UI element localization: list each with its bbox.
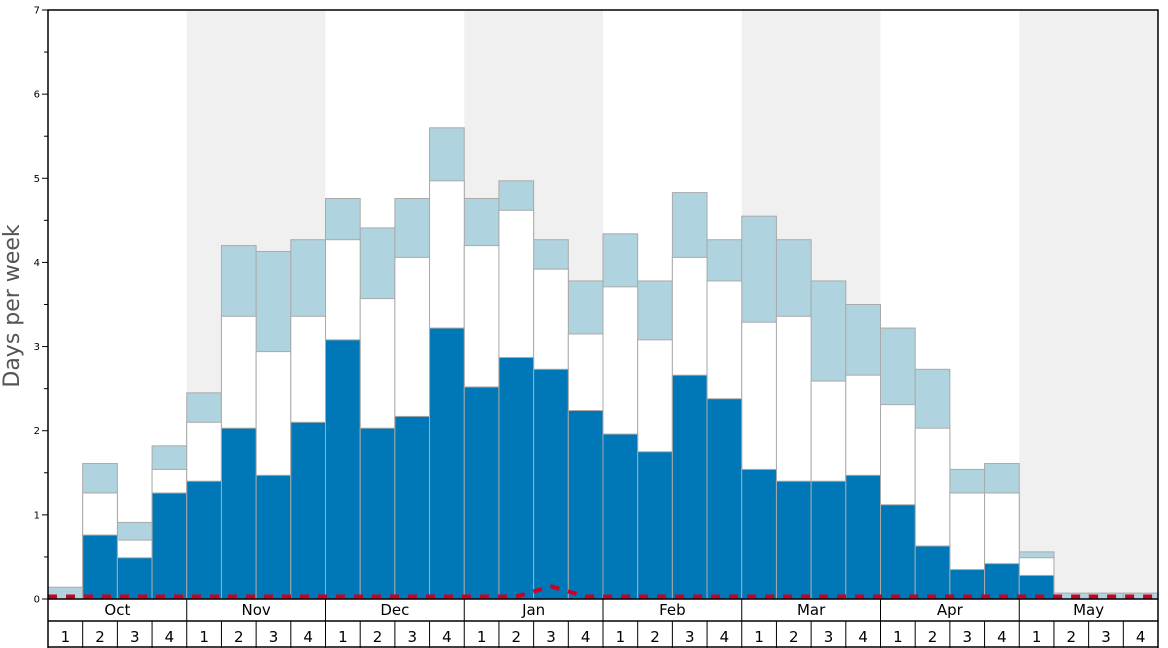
bar-low xyxy=(984,563,1020,600)
bar-low xyxy=(706,398,743,600)
month-label: Oct xyxy=(104,601,130,619)
week-label: 1 xyxy=(754,628,764,646)
month-shade xyxy=(1019,10,1158,599)
week-label: 3 xyxy=(269,628,279,646)
month-label: Feb xyxy=(659,601,686,619)
dashed-line-layer xyxy=(48,584,1158,599)
bar-low xyxy=(671,374,708,600)
bar-low xyxy=(880,504,916,600)
y-tick-label: 1 xyxy=(34,510,40,521)
week-label: 4 xyxy=(442,628,452,646)
bar-low xyxy=(741,468,777,600)
bar-low xyxy=(845,474,881,600)
bar-low xyxy=(949,569,986,600)
bar-low xyxy=(498,357,535,600)
axis-labels: 0 1 2 3 4 5 6 7 Oct Nov Dec Jan Feb Mar Apr May 1 2 3 4 1 2 3 4… xyxy=(34,6,1146,647)
bar-low xyxy=(602,433,639,600)
week-label: 3 xyxy=(1101,628,1111,646)
bar-low xyxy=(810,480,847,600)
y-tick-label: 7 xyxy=(34,6,40,17)
week-label: 3 xyxy=(824,628,834,646)
week-label: 3 xyxy=(407,628,417,646)
week-label: 4 xyxy=(720,628,730,646)
bar-low xyxy=(151,492,188,600)
bar-low xyxy=(82,534,118,600)
y-tick-label: 5 xyxy=(34,174,40,185)
bar-low xyxy=(359,427,396,600)
month-label: Mar xyxy=(797,601,826,619)
bar-low xyxy=(429,327,465,600)
week-label: 2 xyxy=(234,628,244,646)
week-label: 3 xyxy=(685,628,695,646)
bar-low xyxy=(533,368,569,600)
bar-low xyxy=(394,415,431,600)
month-label: Jan xyxy=(521,601,545,619)
week-label: 2 xyxy=(650,628,660,646)
y-tick-label: 0 xyxy=(34,595,40,606)
month-label: Dec xyxy=(380,601,409,619)
week-label: 1 xyxy=(893,628,903,646)
y-tick-label: 4 xyxy=(34,258,40,269)
dashed-line xyxy=(48,584,1158,599)
bar-low xyxy=(290,421,326,600)
bar-low xyxy=(116,557,153,600)
week-label: 2 xyxy=(373,628,383,646)
y-tick-label: 3 xyxy=(34,342,40,353)
month-label: Apr xyxy=(937,601,964,619)
week-label: 3 xyxy=(546,628,556,646)
week-label: 2 xyxy=(1067,628,1077,646)
month-label: May xyxy=(1073,601,1104,619)
bar-low xyxy=(637,451,673,600)
y-tick-label: 6 xyxy=(34,90,40,101)
bar-low xyxy=(255,474,292,600)
week-label: 4 xyxy=(858,628,868,646)
week-label: 1 xyxy=(616,628,626,646)
bar-low xyxy=(325,339,361,600)
week-label: 3 xyxy=(962,628,972,646)
week-label: 2 xyxy=(928,628,938,646)
bar-low xyxy=(775,480,812,600)
bar-low xyxy=(463,386,500,600)
week-label: 4 xyxy=(303,628,313,646)
week-label: 4 xyxy=(997,628,1007,646)
week-label: 2 xyxy=(95,628,105,646)
week-label: 4 xyxy=(581,628,591,646)
bar-low xyxy=(914,545,951,600)
bar-low xyxy=(220,427,257,600)
axes xyxy=(42,9,1159,648)
week-label: 4 xyxy=(165,628,175,646)
week-label: 4 xyxy=(1136,628,1146,646)
bar-low xyxy=(186,480,222,600)
week-label: 1 xyxy=(338,628,348,646)
week-label: 2 xyxy=(789,628,799,646)
week-label: 1 xyxy=(477,628,487,646)
week-label: 1 xyxy=(61,628,71,646)
bar-low xyxy=(567,410,604,600)
week-label: 1 xyxy=(199,628,209,646)
week-label: 3 xyxy=(130,628,140,646)
bars xyxy=(47,127,1159,600)
y-axis-label: Days per week xyxy=(0,224,25,387)
y-tick-label: 2 xyxy=(34,426,40,437)
week-label: 2 xyxy=(512,628,522,646)
month-label: Nov xyxy=(241,601,270,619)
week-label: 1 xyxy=(1032,628,1042,646)
